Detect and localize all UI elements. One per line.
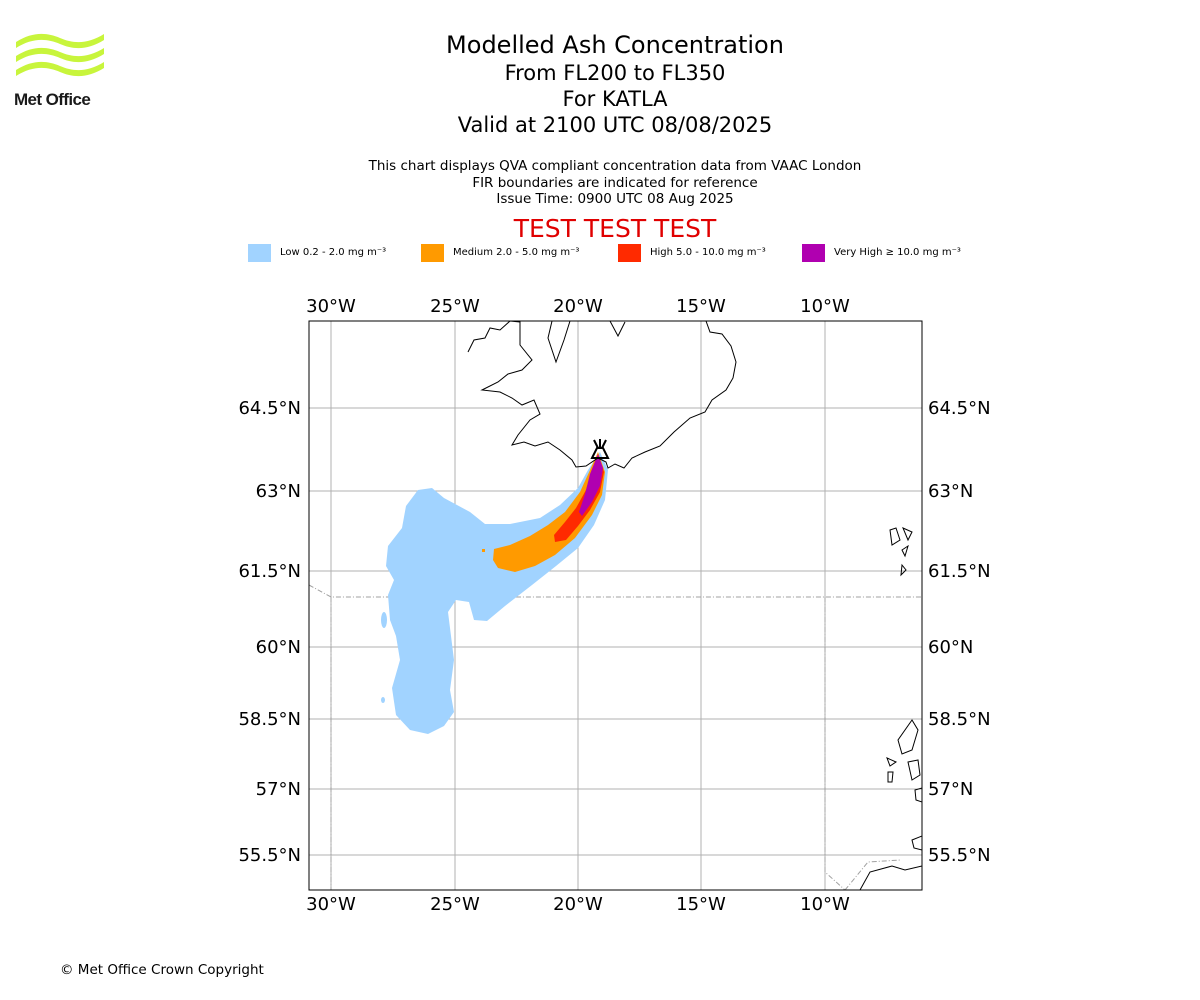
faroe-island-1: [889, 527, 901, 546]
lat-label-left-58-5n: 58.5°N: [238, 709, 301, 730]
hebrides-island-2: [907, 759, 921, 781]
test-banner: TEST TEST TEST: [513, 214, 717, 243]
legend-label-high: High 5.0 - 10.0 mg m⁻³: [650, 247, 766, 258]
legend-label-low: Low 0.2 - 2.0 mg m⁻³: [280, 247, 387, 258]
coastlines: [467, 321, 922, 890]
hebrides-island-4: [886, 757, 898, 767]
hebrides-island-5: [914, 787, 922, 803]
lon-label-bottom-20w: 20°W: [553, 894, 603, 915]
legend-swatch-medium: [421, 244, 444, 262]
volcano-icon: [590, 439, 610, 459]
legend-swatch-high: [618, 244, 641, 262]
lat-label-left-61-5n: 61.5°N: [238, 561, 301, 582]
fir-boundary-uk: [844, 859, 901, 890]
ash-medium-speck: [482, 549, 485, 552]
ash-medium-region: [482, 452, 605, 572]
lon-label-top-10w: 10°W: [800, 296, 850, 317]
lat-label-left-63n: 63°N: [256, 481, 301, 502]
lon-label-top-30w: 30°W: [306, 296, 356, 317]
lat-label-left-57n: 57°N: [256, 779, 301, 800]
lat-label-right-64-5n: 64.5°N: [928, 398, 991, 419]
map-frame: [308, 320, 923, 891]
iceland-fjord-north-1: [547, 321, 571, 364]
chart-notes: This chart displays QVA compliant concen…: [315, 158, 915, 208]
logo-wordmark: Met Office: [14, 90, 91, 109]
legend-swatch-very-high: [802, 244, 825, 262]
ash-low-speck-1: [381, 697, 385, 703]
lon-labels-bottom: 30°W 25°W 20°W 15°W 10°W: [306, 894, 850, 915]
scotland-coast-south: [859, 865, 922, 890]
lat-label-left-64-5n: 64.5°N: [238, 398, 301, 419]
chart-titles: Modelled Ash Concentration From FL200 to…: [315, 30, 915, 138]
lon-label-top-25w: 25°W: [430, 296, 480, 317]
volcano-name: For KATLA: [562, 87, 668, 111]
ash-very-high-main: [579, 454, 603, 516]
qva-note: This chart displays QVA compliant concen…: [368, 158, 862, 174]
faroe-island-4: [900, 563, 907, 577]
ash-medium-main: [493, 452, 605, 572]
faroe-island-2: [902, 527, 913, 542]
fir-boundaries: [309, 584, 922, 890]
lon-label-bottom-25w: 25°W: [430, 894, 480, 915]
flight-levels: From FL200 to FL350: [504, 61, 726, 85]
issue-time: Issue Time: 0900 UTC 08 Aug 2025: [496, 191, 734, 207]
legend-label-very-high: Very High ≥ 10.0 mg m⁻³: [834, 247, 961, 258]
copyright: © Met Office Crown Copyright: [60, 962, 264, 978]
lon-label-top-20w: 20°W: [553, 296, 603, 317]
hebrides-island-1: [897, 719, 919, 755]
hebrides-island-3: [887, 771, 894, 783]
legend-label-medium: Medium 2.0 - 5.0 mg m⁻³: [453, 247, 580, 258]
lat-label-right-58-5n: 58.5°N: [928, 709, 991, 730]
ash-low-patch: [400, 656, 410, 672]
lon-label-bottom-15w: 15°W: [676, 894, 726, 915]
fir-boundary-east: [824, 597, 846, 890]
met-office-logo: Met Office: [14, 30, 110, 112]
lon-label-bottom-10w: 10°W: [800, 894, 850, 915]
valid-time: Valid at 2100 UTC 08/08/2025: [457, 113, 773, 137]
lon-label-bottom-30w: 30°W: [306, 894, 356, 915]
lon-labels-top: 30°W 25°W 20°W 15°W 10°W: [306, 296, 850, 317]
lat-label-right-57n: 57°N: [928, 779, 973, 800]
legend-swatch-low: [248, 244, 271, 262]
lat-label-right-60n: 60°N: [928, 637, 973, 658]
scotland-coast-north: [911, 835, 922, 851]
faroe-island-3: [901, 544, 909, 558]
lon-label-top-15w: 15°W: [676, 296, 726, 317]
lat-label-left-60n: 60°N: [256, 637, 301, 658]
ash-very-high-region: [579, 454, 603, 516]
iceland-coast: [467, 321, 737, 469]
logo-waves-icon: [16, 33, 104, 77]
lat-labels-left: 64.5°N 63°N 61.5°N 60°N 58.5°N 57°N 55.5…: [238, 398, 301, 866]
lat-label-right-61-5n: 61.5°N: [928, 561, 991, 582]
ash-low-speck-2: [381, 612, 387, 628]
lat-label-right-55-5n: 55.5°N: [928, 845, 991, 866]
lat-labels-right: 64.5°N 63°N 61.5°N 60°N 58.5°N 57°N 55.5…: [928, 398, 991, 866]
lat-label-left-55-5n: 55.5°N: [238, 845, 301, 866]
lat-label-right-63n: 63°N: [928, 481, 973, 502]
iceland-fjord-north-2: [609, 321, 626, 338]
fir-note: FIR boundaries are indicated for referen…: [472, 174, 758, 191]
chart-title: Modelled Ash Concentration: [446, 31, 784, 59]
